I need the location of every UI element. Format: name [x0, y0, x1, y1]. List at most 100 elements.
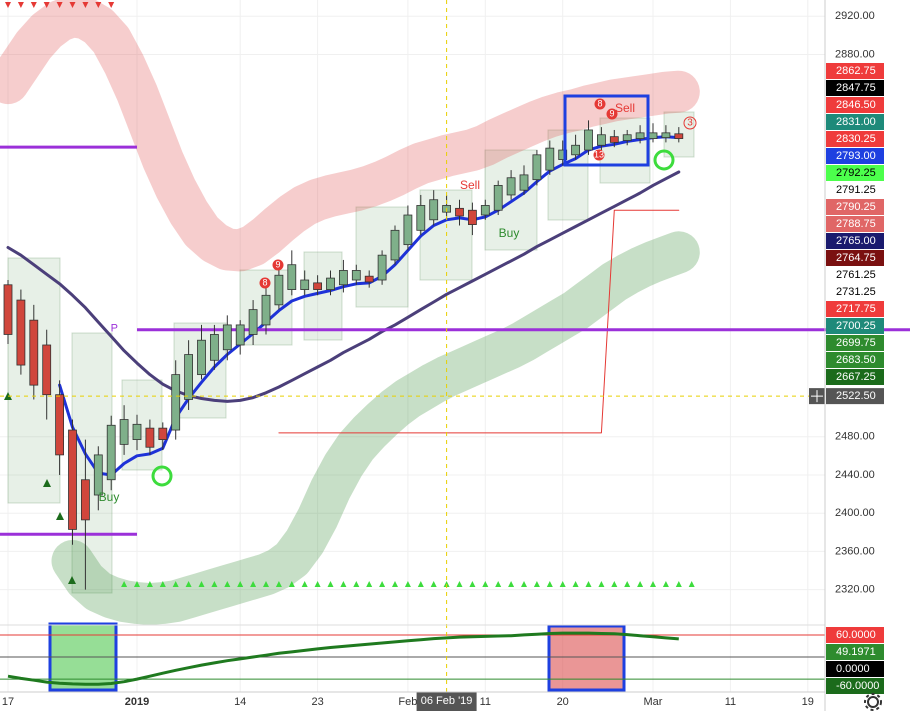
price-tag	[826, 369, 884, 385]
candle-body	[29, 319, 39, 386]
signal-marker	[366, 581, 373, 587]
price-tag-label: 2862.75	[836, 65, 876, 77]
signal-marker	[430, 581, 437, 587]
price-tag-label: 2765.00	[836, 235, 876, 247]
price-tag-label: 2699.75	[836, 337, 876, 349]
count-badge	[594, 98, 606, 110]
candle-body	[248, 309, 258, 335]
annotation: 9	[609, 108, 614, 118]
candle-body	[184, 354, 194, 400]
candle-body	[622, 134, 632, 141]
candle-body	[287, 264, 297, 290]
price-tag	[826, 301, 884, 317]
signal-marker	[417, 581, 424, 587]
x-tick-label: 20	[557, 696, 569, 708]
count-badge	[259, 277, 271, 289]
candle-body	[145, 427, 155, 448]
x-tick-label: 17	[2, 696, 14, 708]
zone-box	[599, 117, 651, 184]
signal-marker	[82, 2, 89, 8]
price-tag-label: 2847.75	[836, 82, 876, 94]
candle-body	[209, 334, 219, 361]
signal-marker	[30, 2, 37, 8]
candle-body	[55, 394, 64, 456]
price-tag-label: 2731.25	[836, 286, 876, 298]
indicator-line	[0, 0, 700, 272]
candle-body	[377, 254, 387, 281]
signal-marker	[327, 581, 334, 587]
osc-tag-label: 60.0000	[836, 629, 876, 641]
candle-body	[493, 184, 503, 211]
x-tick-label: Mar	[644, 696, 663, 708]
price-tag-label: 2717.75	[836, 303, 876, 315]
signal-marker	[495, 581, 502, 587]
signal-marker	[275, 581, 282, 587]
price-tag-label: 2830.25	[836, 133, 876, 145]
gear[interactable]	[867, 696, 879, 708]
signal-marker	[263, 581, 269, 587]
osc-tag	[826, 678, 884, 694]
candle-body	[467, 209, 477, 225]
price-tag	[826, 97, 884, 113]
count-badge	[683, 116, 697, 130]
candle-body	[158, 427, 168, 441]
price-tag	[826, 114, 884, 130]
osc-tag	[826, 627, 884, 643]
highlight-box	[563, 94, 650, 167]
candle-body	[274, 274, 284, 306]
signal-marker	[559, 581, 566, 587]
candle-body	[609, 136, 619, 143]
zone-box	[547, 129, 589, 221]
y-tick-label: 2440.00	[835, 469, 875, 481]
price-tag	[826, 63, 884, 79]
crosshair-tag	[826, 388, 884, 405]
candle-body	[119, 419, 129, 445]
annotation: 9	[275, 259, 280, 269]
signal-marker	[314, 581, 321, 587]
price-tag	[826, 131, 884, 147]
count-badge	[272, 259, 284, 271]
candle-body	[351, 270, 361, 281]
gear-teeth[interactable]	[864, 693, 882, 711]
signal-marker	[108, 2, 115, 8]
signal-marker	[637, 581, 644, 587]
price-tag-label: 2764.75	[836, 252, 876, 264]
osc-tag	[826, 644, 884, 660]
signal-marker	[340, 581, 347, 587]
signal-marker	[43, 479, 51, 487]
signal-marker	[250, 581, 257, 587]
candle-body	[171, 374, 181, 431]
price-tag-label: 2790.25	[836, 201, 876, 213]
candle-body	[532, 154, 542, 181]
signal-marker	[392, 581, 398, 587]
candle-body	[506, 177, 516, 196]
signal-marker	[546, 581, 553, 587]
y-tick-label: 2880.00	[835, 48, 875, 60]
signal-marker	[379, 581, 386, 587]
y-tick-label: 2360.00	[835, 545, 875, 557]
osc-tag-label: 49.1971	[836, 646, 876, 658]
signal-marker	[404, 581, 411, 587]
candle-body	[3, 284, 13, 335]
price-tag-label: 2831.00	[836, 116, 876, 128]
price-tag-label: 2793.00	[836, 150, 876, 162]
settings-icon[interactable]	[864, 693, 882, 711]
candle-body	[648, 132, 658, 139]
candle-body	[106, 424, 116, 481]
candle-body	[635, 132, 645, 139]
crosshair-price-label: 2522.50	[836, 390, 876, 402]
annotation: 8	[597, 98, 602, 108]
signal-marker	[508, 581, 515, 587]
signal-marker	[56, 2, 63, 8]
candle-body	[661, 132, 671, 139]
candle-body	[197, 339, 206, 376]
price-tag	[826, 182, 884, 198]
signal-marker	[585, 581, 592, 587]
signal-marker	[688, 581, 695, 587]
price-tag-label: 2788.75	[836, 218, 876, 230]
indicator-line	[51, 231, 700, 625]
osc-tag-label: -60.0000	[836, 680, 879, 692]
price-tag	[826, 199, 884, 215]
